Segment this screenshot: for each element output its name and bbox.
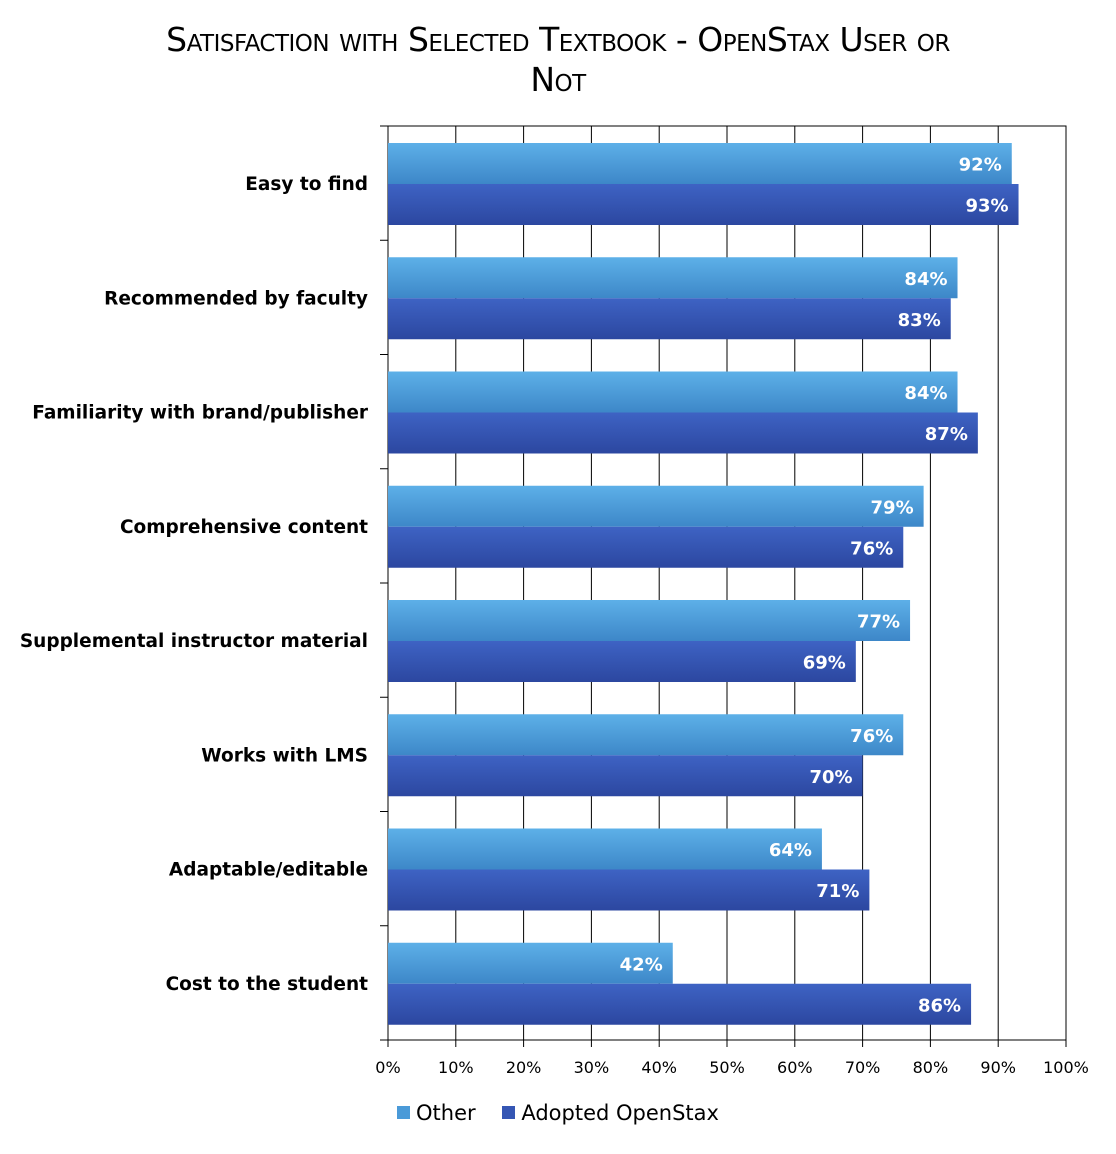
legend-item-adopted-openstax: Adopted OpenStax <box>502 1101 719 1125</box>
category-label: Adaptable/editable <box>169 860 368 881</box>
bar-chart: 92% 93% Easy to find 84% 83% Recommended by f… <box>20 125 1089 1077</box>
data-label-adopted-openstax: 76% <box>850 538 893 559</box>
bar-adopted-openstax <box>388 184 1019 225</box>
x-tick-label: 100% <box>1043 1058 1089 1077</box>
bar-other <box>388 714 904 756</box>
bar-other <box>388 371 958 413</box>
x-tick-label: 30% <box>574 1058 610 1077</box>
x-tick-label: 20% <box>506 1058 542 1077</box>
data-label-adopted-openstax: 86% <box>918 995 961 1016</box>
legend-swatch-adopted-openstax <box>502 1106 516 1119</box>
bar-other <box>388 143 1012 184</box>
bar-adopted-openstax <box>388 983 972 1025</box>
bar-adopted-openstax <box>388 526 904 568</box>
x-tick-label: 50% <box>709 1058 745 1077</box>
chart-title: Satisfaction with Selected Textbook - Op… <box>0 20 1116 100</box>
bar-other <box>388 485 924 527</box>
category-label: Works with LMS <box>201 745 368 766</box>
data-label-adopted-openstax: 83% <box>898 310 941 331</box>
bar-other <box>388 942 673 984</box>
bar-other <box>388 828 822 870</box>
legend-label-adopted-openstax: Adopted OpenStax <box>521 1100 719 1125</box>
x-tick-label: 0% <box>375 1058 400 1077</box>
data-label-adopted-openstax: 69% <box>803 653 846 674</box>
data-label-adopted-openstax: 87% <box>925 424 968 445</box>
legend-swatch-other <box>397 1106 411 1119</box>
data-label-adopted-openstax: 71% <box>816 881 859 902</box>
data-label-other: 42% <box>620 954 663 975</box>
data-label-other: 64% <box>769 840 812 861</box>
x-tick-label: 10% <box>438 1058 474 1077</box>
bar-adopted-openstax <box>388 298 951 340</box>
data-label-other: 84% <box>904 269 947 290</box>
data-label-other: 77% <box>857 612 900 633</box>
chart-title-line-1: Satisfaction with Selected Textbook - Op… <box>166 20 950 59</box>
chart-title-line-2: Not <box>530 60 586 99</box>
bar-adopted-openstax <box>388 755 863 797</box>
x-tick-label: 90% <box>980 1058 1016 1077</box>
category-label: Cost to the student <box>166 974 369 995</box>
category-label: Easy to find <box>245 174 368 195</box>
x-tick-label: 80% <box>913 1058 949 1077</box>
chart-legend: Other Adopted OpenStax <box>0 1100 1116 1125</box>
data-label-other: 76% <box>850 726 893 747</box>
bar-adopted-openstax <box>388 412 978 454</box>
bar-other <box>388 257 958 299</box>
legend-item-other: Other <box>397 1101 476 1125</box>
legend-label-other: Other <box>416 1100 476 1125</box>
bar-adopted-openstax <box>388 641 856 682</box>
data-label-other: 84% <box>904 383 947 404</box>
category-label: Supplemental instructor material <box>20 631 368 652</box>
x-tick-label: 40% <box>641 1058 677 1077</box>
x-tick-label: 60% <box>777 1058 813 1077</box>
bar-other <box>388 600 911 641</box>
category-label: Comprehensive content <box>120 517 368 538</box>
data-label-other: 79% <box>871 497 914 518</box>
category-label: Familiarity with brand/publisher <box>32 403 369 424</box>
category-label: Recommended by faculty <box>104 288 368 309</box>
data-label-adopted-openstax: 93% <box>965 196 1008 217</box>
data-label-adopted-openstax: 70% <box>810 767 853 788</box>
data-label-other: 92% <box>959 155 1002 176</box>
bar-adopted-openstax <box>388 869 870 911</box>
x-tick-label: 70% <box>845 1058 881 1077</box>
